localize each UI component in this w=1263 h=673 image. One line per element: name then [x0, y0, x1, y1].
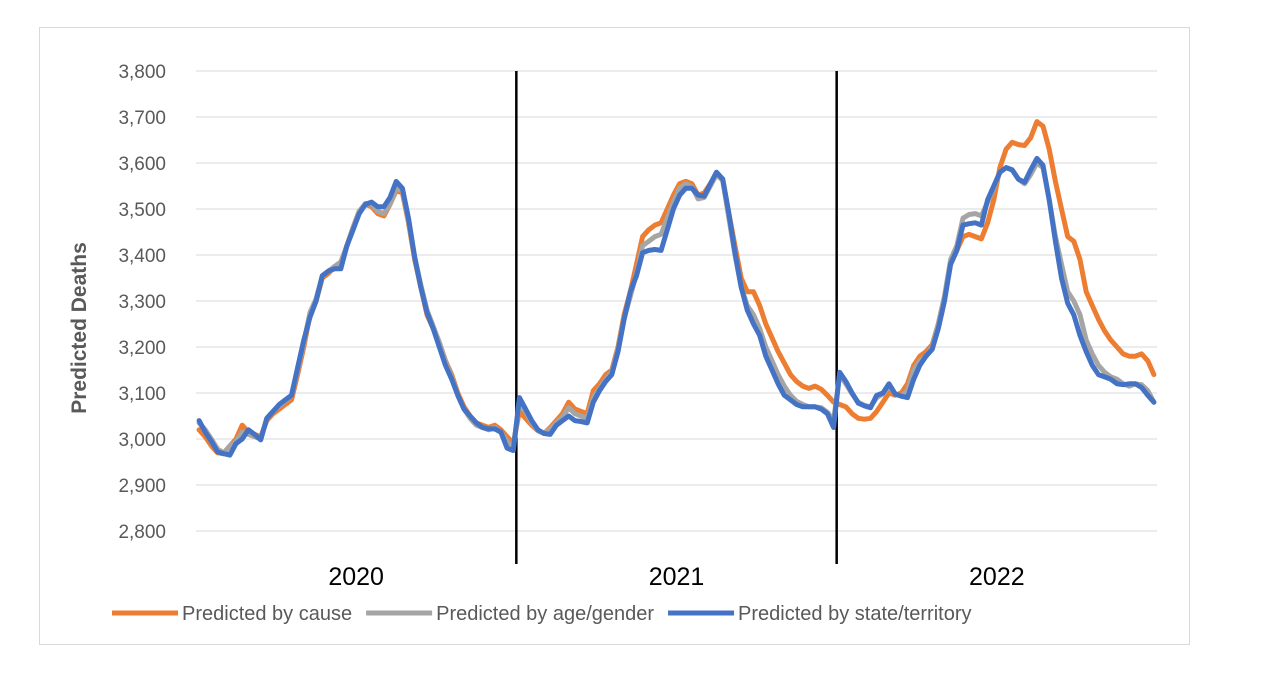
legend-label: Predicted by age/gender — [436, 603, 654, 625]
y-axis-tick-labels: 2,800 2,900 3,000 3,100 3,200 3,300 3,400 3,500… — [118, 62, 166, 543]
y-tick-label: 3,600 — [118, 154, 166, 175]
y-tick-label: 3,800 — [118, 62, 166, 83]
series-line-3 — [196, 155, 1157, 458]
y-tick-label: 3,100 — [118, 384, 166, 405]
y-tick-label: 3,200 — [118, 338, 166, 359]
year-separators — [515, 71, 838, 564]
legend: Predicted by cause Predicted by age/gende… — [112, 603, 971, 625]
chart-frame: 2,800 2,900 3,000 3,100 3,200 3,300 3,400 3,500… — [39, 27, 1190, 645]
y-tick-label: 3,300 — [118, 292, 166, 313]
series-lines — [196, 119, 1157, 458]
y-tick-label: 3,400 — [118, 246, 166, 267]
y-tick-label: 2,800 — [118, 522, 166, 543]
y-tick-label: 3,500 — [118, 200, 166, 221]
y-axis-title: Predicted Deaths — [68, 242, 91, 414]
year-label: 2020 — [328, 563, 384, 591]
legend-label: Predicted by state/territory — [738, 603, 971, 625]
year-label: 2021 — [649, 563, 705, 591]
y-tick-label: 3,700 — [118, 108, 166, 129]
year-labels: 2020 2021 2022 — [328, 563, 1024, 591]
year-label: 2022 — [969, 563, 1025, 591]
gridlines — [196, 70, 1157, 532]
line-chart: 2,800 2,900 3,000 3,100 3,200 3,300 3,400 3,500… — [68, 62, 1157, 625]
legend-label: Predicted by cause — [182, 603, 352, 625]
y-tick-label: 3,000 — [118, 430, 166, 451]
y-tick-label: 2,900 — [118, 476, 166, 497]
